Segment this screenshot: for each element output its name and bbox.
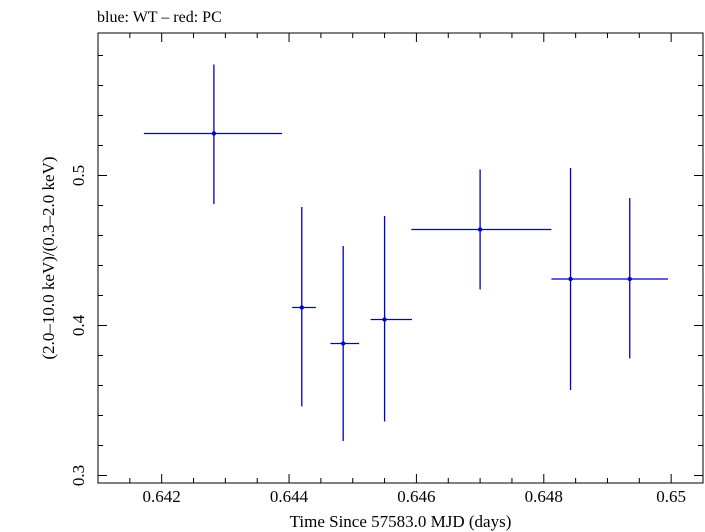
x-tick-label: 0.65 [656, 487, 686, 506]
data-marker [627, 276, 632, 282]
y-tick-label: 0.3 [69, 465, 88, 486]
data-marker [211, 131, 217, 136]
x-tick-label: 0.644 [270, 487, 309, 506]
data-point [143, 64, 283, 204]
data-marker [568, 276, 573, 282]
x-axis-title: Time Since 57583.0 MJD (days) [290, 512, 512, 531]
data-point [589, 198, 668, 359]
y-tick-label: 0.5 [69, 165, 88, 186]
x-tick-label: 0.648 [525, 487, 563, 506]
x-tick-label: 0.646 [397, 487, 435, 506]
data-point [551, 168, 590, 390]
data-point [370, 216, 412, 422]
data-marker [477, 227, 483, 232]
chart-title: blue: WT – red: PC [97, 9, 222, 26]
data-points [143, 64, 668, 441]
data-point [292, 207, 316, 407]
y-tick-label: 0.4 [69, 314, 88, 336]
data-marker [382, 317, 387, 322]
data-point [411, 169, 552, 290]
data-marker [299, 305, 304, 310]
y-axis-title: (2.0–10.0 keV)/(0.3–2.0 keV) [39, 156, 58, 359]
plot-frame [97, 32, 704, 484]
x-tick-label: 0.642 [143, 487, 181, 506]
data-marker [340, 341, 346, 346]
axis-ticks: 0.642 0.644 0.646 0.648 0.65 0.3 0.4 0.5 [69, 33, 704, 506]
data-point [330, 246, 360, 441]
